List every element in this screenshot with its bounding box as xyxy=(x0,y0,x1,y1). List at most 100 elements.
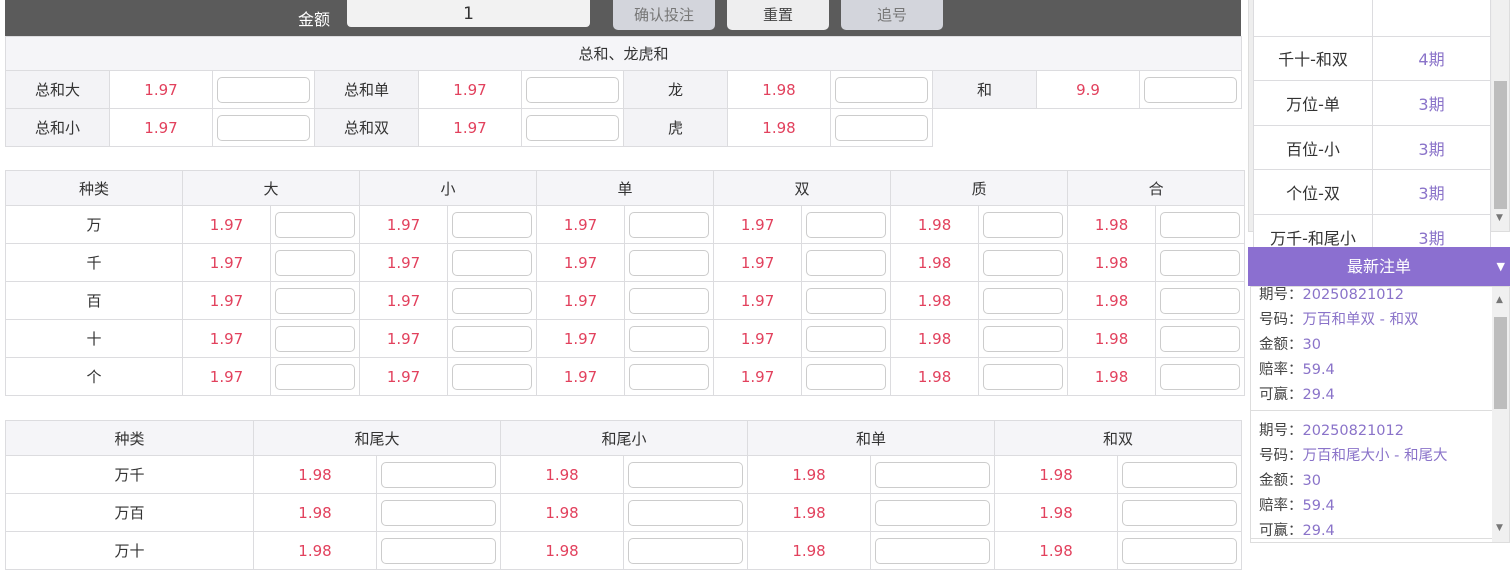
bet-amount-input[interactable] xyxy=(526,76,619,103)
reset-button[interactable]: 重置 xyxy=(727,0,829,30)
odds-value[interactable]: 1.97 xyxy=(182,243,271,282)
bet-amount-input[interactable] xyxy=(452,249,533,276)
bet-amount-input[interactable] xyxy=(1144,76,1238,103)
bet-amount-input[interactable] xyxy=(875,499,991,526)
odds-value[interactable]: 1.97 xyxy=(713,205,803,244)
bet-amount-input[interactable] xyxy=(983,249,1064,276)
bet-amount-input[interactable] xyxy=(275,249,356,276)
odds-value[interactable]: 1.98 xyxy=(1067,319,1157,358)
odds-value[interactable]: 1.98 xyxy=(890,319,980,358)
odds-value[interactable]: 1.98 xyxy=(1067,281,1157,320)
odds-value[interactable]: 1.98 xyxy=(727,108,831,147)
odds-value[interactable]: 1.97 xyxy=(359,357,449,396)
odds-value[interactable]: 1.97 xyxy=(536,243,626,282)
odds-value[interactable]: 1.98 xyxy=(253,493,377,532)
bet-amount-input[interactable] xyxy=(875,461,991,488)
odds-value[interactable]: 1.98 xyxy=(994,493,1119,532)
odds-value[interactable]: 1.97 xyxy=(109,108,213,147)
odds-value[interactable]: 1.97 xyxy=(182,205,271,244)
bet-amount-input[interactable] xyxy=(806,287,887,314)
odds-value[interactable]: 1.97 xyxy=(536,205,626,244)
odds-value[interactable]: 1.97 xyxy=(359,205,449,244)
bet-amount-input[interactable] xyxy=(452,287,533,314)
confirm-bet-button[interactable]: 确认投注 xyxy=(613,0,715,30)
odds-value[interactable]: 1.98 xyxy=(1067,357,1157,396)
bet-amount-input[interactable] xyxy=(452,325,533,352)
odds-value[interactable]: 1.97 xyxy=(359,243,449,282)
bet-amount-input[interactable] xyxy=(983,363,1064,390)
odds-value[interactable]: 1.97 xyxy=(359,319,449,358)
odds-value[interactable]: 1.98 xyxy=(1067,205,1157,244)
odds-value[interactable]: 1.97 xyxy=(359,281,449,320)
odds-value[interactable]: 1.97 xyxy=(536,319,626,358)
bet-amount-input[interactable] xyxy=(628,461,744,488)
odds-value[interactable]: 1.98 xyxy=(253,455,377,494)
odds-value[interactable]: 1.97 xyxy=(713,281,803,320)
recent-bets-header[interactable]: 最新注单 ▼ xyxy=(1248,247,1510,286)
odds-value[interactable]: 1.97 xyxy=(418,70,522,109)
odds-value[interactable]: 1.97 xyxy=(182,357,271,396)
bet-amount-input[interactable] xyxy=(806,211,887,238)
bet-amount-input[interactable] xyxy=(983,287,1064,314)
streak-scrollbar[interactable]: ▼ xyxy=(1492,0,1509,231)
bet-amount-input[interactable] xyxy=(1160,325,1241,352)
bet-amount-input[interactable] xyxy=(1160,287,1241,314)
bet-amount-input[interactable] xyxy=(526,114,619,141)
odds-value[interactable]: 1.97 xyxy=(418,108,522,147)
bet-amount-input[interactable] xyxy=(381,461,497,488)
bet-amount-input[interactable] xyxy=(806,325,887,352)
bet-amount-input[interactable] xyxy=(835,76,928,103)
odds-value[interactable]: 1.98 xyxy=(890,205,980,244)
bet-amount-input[interactable] xyxy=(806,249,887,276)
bet-amount-input[interactable] xyxy=(275,211,356,238)
bet-amount-input[interactable] xyxy=(1160,249,1241,276)
bet-amount-input[interactable] xyxy=(629,249,710,276)
bet-amount-input[interactable] xyxy=(628,499,744,526)
bet-amount-input[interactable] xyxy=(381,499,497,526)
bet-amount-input[interactable] xyxy=(835,114,928,141)
bet-amount-input[interactable] xyxy=(275,287,356,314)
scroll-down-icon[interactable]: ▼ xyxy=(1496,523,1503,533)
odds-value[interactable]: 1.97 xyxy=(109,70,213,109)
bet-amount-input[interactable] xyxy=(452,363,533,390)
odds-value[interactable]: 1.98 xyxy=(1067,243,1157,282)
bet-amount-input[interactable] xyxy=(983,211,1064,238)
bet-amount-input[interactable] xyxy=(275,363,356,390)
bet-amount-input[interactable] xyxy=(983,325,1064,352)
amount-input[interactable] xyxy=(347,0,590,27)
recent-scrollbar[interactable]: ▲ ▼ xyxy=(1492,287,1509,542)
bet-amount-input[interactable] xyxy=(629,363,710,390)
bet-amount-input[interactable] xyxy=(1122,499,1238,526)
odds-value[interactable]: 1.98 xyxy=(890,357,980,396)
bet-amount-input[interactable] xyxy=(217,76,310,103)
bet-amount-input[interactable] xyxy=(217,114,310,141)
odds-value[interactable]: 1.97 xyxy=(182,281,271,320)
scroll-down-icon[interactable]: ▼ xyxy=(1496,213,1503,223)
odds-value[interactable]: 1.98 xyxy=(747,455,872,494)
odds-value[interactable]: 1.98 xyxy=(727,70,831,109)
odds-value[interactable]: 1.98 xyxy=(890,243,980,282)
bet-amount-input[interactable] xyxy=(1160,211,1241,238)
bet-amount-input[interactable] xyxy=(629,325,710,352)
odds-value[interactable]: 1.98 xyxy=(500,455,625,494)
odds-value[interactable]: 1.97 xyxy=(536,281,626,320)
bet-amount-input[interactable] xyxy=(629,287,710,314)
bet-amount-input[interactable] xyxy=(275,325,356,352)
caret-down-icon[interactable]: ▼ xyxy=(1496,260,1505,273)
odds-value[interactable]: 1.97 xyxy=(536,357,626,396)
odds-value[interactable]: 1.98 xyxy=(994,455,1119,494)
odds-value[interactable]: 1.97 xyxy=(713,319,803,358)
scroll-up-icon[interactable]: ▲ xyxy=(1496,295,1503,305)
odds-value[interactable]: 1.98 xyxy=(890,281,980,320)
odds-value[interactable]: 1.98 xyxy=(500,493,625,532)
odds-value[interactable]: 1.97 xyxy=(713,243,803,282)
bet-amount-input[interactable] xyxy=(629,211,710,238)
odds-value[interactable]: 1.97 xyxy=(713,357,803,396)
chase-number-button[interactable]: 追号 xyxy=(841,0,943,30)
bet-amount-input[interactable] xyxy=(806,363,887,390)
bet-amount-input[interactable] xyxy=(1160,363,1241,390)
odds-value[interactable]: 1.97 xyxy=(182,319,271,358)
bet-amount-input[interactable] xyxy=(1122,461,1238,488)
odds-value[interactable]: 9.9 xyxy=(1036,70,1140,109)
odds-value[interactable]: 1.98 xyxy=(747,493,872,532)
